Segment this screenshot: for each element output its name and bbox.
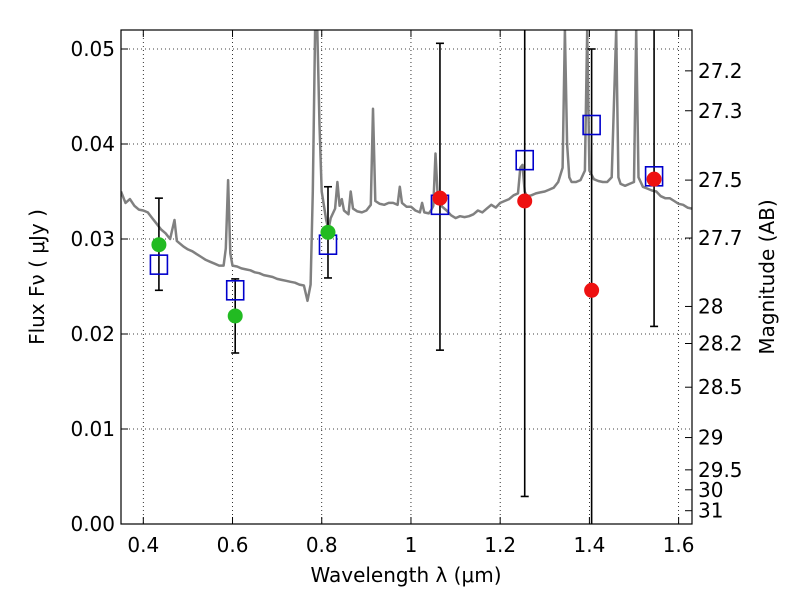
y-tick-label: 0.01	[70, 417, 115, 441]
observed-point-red	[584, 282, 600, 298]
x-tick-label: 1.2	[484, 533, 516, 557]
magnitude-tick-label: 28.5	[698, 375, 743, 399]
model-point	[225, 279, 245, 301]
magnitude-tick-label: 27.2	[698, 59, 743, 83]
plot-background	[121, 30, 692, 524]
plot-area	[121, 30, 692, 524]
observed-point-green	[320, 224, 336, 240]
magnitude-tick-label: 28.2	[698, 332, 743, 356]
x-tick-label: 0.8	[306, 533, 338, 557]
x-tick-label: 1	[405, 533, 418, 557]
y-axis-title: Flux Fν ( μJy )	[25, 209, 49, 345]
y-tick-label: 0.00	[70, 512, 115, 536]
model-point	[582, 114, 601, 136]
y-tick-labels: 0.00 0.01 0.02 0.03 0.04 0.05	[70, 37, 115, 536]
observed-point-green	[151, 237, 167, 253]
magnitude-tick-label: 31	[698, 499, 723, 523]
observed-point-red	[517, 193, 533, 209]
x-axis-title: Wavelength λ (μm)	[310, 563, 501, 587]
model-point	[515, 149, 535, 171]
observed-point-red	[646, 171, 662, 187]
y-tick-label: 0.03	[70, 227, 115, 251]
x-tick-label: 1.6	[663, 533, 695, 557]
observed-point-green	[227, 308, 243, 324]
y-tick-label: 0.05	[70, 37, 115, 61]
x-tick-label: 1.4	[573, 533, 605, 557]
plot-frame	[120, 29, 693, 525]
observed-point-red	[432, 190, 448, 206]
axis-ticks	[121, 30, 692, 525]
magnitude-tick-label: 29	[698, 426, 723, 450]
magnitude-tick-label: 27.5	[698, 168, 743, 192]
x-tick-label: 0.4	[127, 533, 159, 557]
magnitude-tick-label: 27.7	[698, 226, 743, 250]
magnitude-tick-label: 29.5	[698, 458, 743, 482]
magnitude-tick-label: 28	[698, 294, 723, 318]
y-tick-label: 0.02	[70, 322, 115, 346]
magnitude-tick-label: 27.3	[698, 99, 743, 123]
x-tick-labels: 0.4 0.6 0.8 1 1.2 1.4 1.6	[127, 533, 694, 557]
y-tick-label: 0.04	[70, 132, 115, 156]
observed-markers	[151, 171, 662, 324]
magnitude-tick-label: 30	[698, 478, 723, 502]
right-axis-title: Magnitude (AB)	[755, 199, 779, 354]
x-tick-label: 0.6	[217, 533, 249, 557]
model-point	[149, 254, 169, 275]
spectrum-line	[121, 30, 692, 303]
model-markers	[149, 114, 664, 301]
